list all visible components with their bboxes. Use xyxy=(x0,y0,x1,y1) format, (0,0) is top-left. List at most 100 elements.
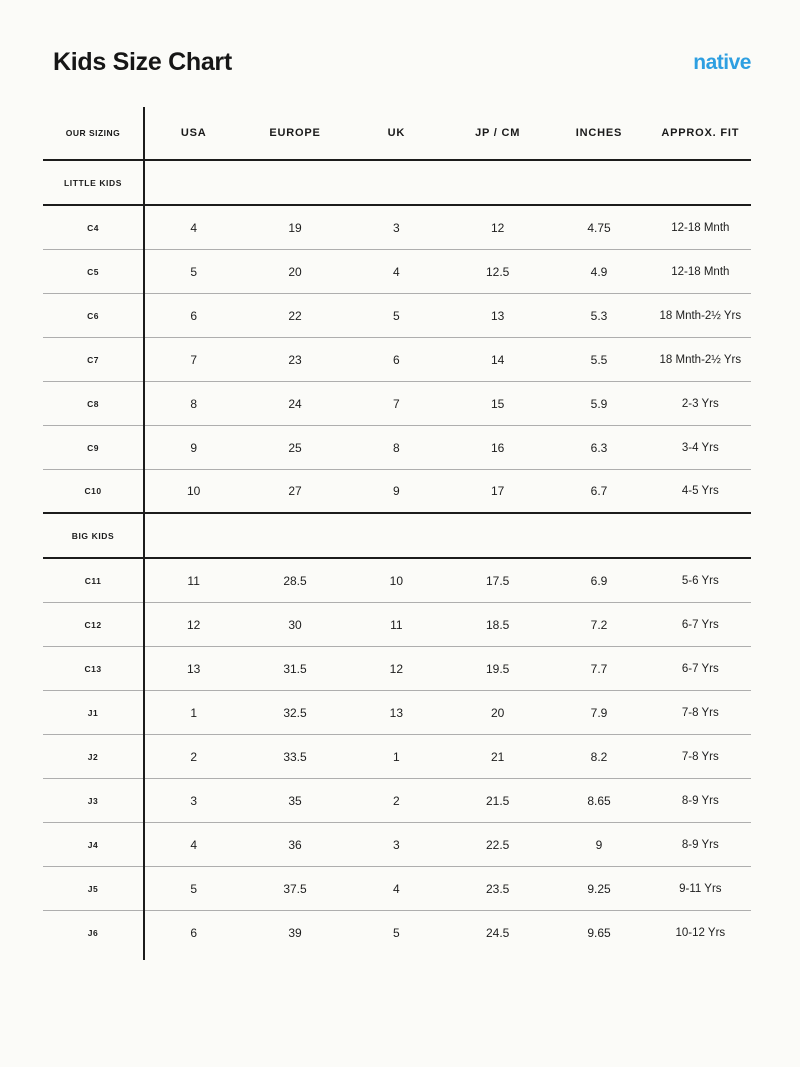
cell-usa: 7 xyxy=(190,352,197,367)
size-row-j3: J3 3 35 2 21.5 8.65 8-9 Yrs xyxy=(43,779,751,823)
table-vertical-rule xyxy=(143,107,145,960)
cell-jp-cm: 24.5 xyxy=(485,926,510,940)
row-size-label: J6 xyxy=(87,928,99,938)
cell-jp-cm: 18.5 xyxy=(485,617,510,632)
size-row-c8: C8 8 24 7 15 5.9 2-3 Yrs xyxy=(43,382,751,426)
size-chart-table: OUR SIZING USA EUROPE UK JP / CM INCHES … xyxy=(43,107,751,960)
cell-inches: 5.5 xyxy=(590,352,608,367)
cell-approx-fit: 8-9 Yrs xyxy=(681,794,719,807)
cell-jp-cm: 16 xyxy=(490,440,505,455)
cell-jp-cm: 19.5 xyxy=(485,661,510,676)
cell-europe: 39 xyxy=(288,926,302,940)
cell-approx-fit: 6-7 Yrs xyxy=(681,618,719,631)
cell-inches: 9 xyxy=(595,837,603,852)
cell-europe: 36 xyxy=(288,837,302,852)
cell-inches: 4.9 xyxy=(590,264,608,279)
cell-approx-fit: 6-7 Yrs xyxy=(681,662,719,675)
cell-inches: 5.9 xyxy=(590,396,608,411)
cell-jp-cm: 15 xyxy=(490,396,505,411)
cell-inches: 9.65 xyxy=(587,926,611,940)
cell-usa: 13 xyxy=(186,661,201,676)
cell-europe: 20 xyxy=(288,264,302,279)
size-row-c4: C4 4 19 3 12 4.75 12-18 Mnth xyxy=(43,206,751,250)
row-size-label: C5 xyxy=(87,266,99,277)
cell-usa: 1 xyxy=(190,705,197,720)
cell-europe: 35 xyxy=(288,793,302,808)
cell-europe: 28.5 xyxy=(283,573,307,588)
cell-europe: 31.5 xyxy=(283,661,307,676)
row-size-label: C4 xyxy=(87,222,99,233)
section-row-little-kids: LITTLE KIDS xyxy=(43,161,751,206)
cell-approx-fit: 7-8 Yrs xyxy=(681,750,719,763)
cell-approx-fit: 10-12 Yrs xyxy=(675,927,726,939)
cell-europe: 30 xyxy=(288,617,302,632)
row-size-label: C6 xyxy=(87,310,99,321)
cell-approx-fit: 18 Mnth-2½ Yrs xyxy=(659,309,742,322)
cell-jp-cm: 14 xyxy=(490,352,505,367)
row-size-label: J3 xyxy=(87,795,99,806)
column-header-uk: UK xyxy=(387,127,406,139)
cell-approx-fit: 12-18 Mnth xyxy=(671,265,730,278)
size-row-c6: C6 6 22 5 13 5.3 18 Mnth-2½ Yrs xyxy=(43,294,751,338)
cell-europe: 25 xyxy=(288,440,302,455)
cell-europe: 22 xyxy=(288,308,302,323)
section-row-big-kids: BIG KIDS xyxy=(43,514,751,559)
cell-uk: 1 xyxy=(392,749,400,764)
row-size-label: J4 xyxy=(87,839,99,850)
column-header-europe: EUROPE xyxy=(269,127,321,139)
cell-uk: 10 xyxy=(389,573,403,588)
cell-jp-cm: 22.5 xyxy=(485,837,510,852)
cell-jp-cm: 21.5 xyxy=(485,793,510,808)
cell-europe: 37.5 xyxy=(283,881,307,896)
cell-uk: 11 xyxy=(390,617,403,632)
cell-uk: 3 xyxy=(392,837,400,852)
section-label: BIG KIDS xyxy=(71,530,115,541)
size-row-c11: C11 11 28.5 10 17.5 6.9 5-6 Yrs xyxy=(43,559,751,603)
cell-usa: 4 xyxy=(190,220,197,235)
cell-europe: 24 xyxy=(288,396,302,411)
row-size-label: C7 xyxy=(87,354,99,365)
size-row-c10: C10 10 27 9 17 6.7 4-5 Yrs xyxy=(43,470,751,514)
cell-jp-cm: 17 xyxy=(490,484,505,498)
row-size-label: J2 xyxy=(87,751,99,762)
cell-uk: 5 xyxy=(392,926,400,940)
cell-uk: 8 xyxy=(392,440,400,455)
cell-approx-fit: 3-4 Yrs xyxy=(681,441,719,454)
cell-uk: 7 xyxy=(392,396,400,411)
cell-uk: 6 xyxy=(392,352,400,367)
row-size-label: C13 xyxy=(84,663,102,674)
row-size-label: C10 xyxy=(84,486,102,496)
cell-approx-fit: 2-3 Yrs xyxy=(681,397,719,410)
size-row-c5: C5 5 20 4 12.5 4.9 12-18 Mnth xyxy=(43,250,751,294)
cell-usa: 6 xyxy=(190,926,197,940)
cell-usa: 5 xyxy=(190,881,197,896)
size-row-c13: C13 13 31.5 12 19.5 7.7 6-7 Yrs xyxy=(43,647,751,691)
cell-approx-fit: 12-18 Mnth xyxy=(671,221,730,234)
cell-inches: 6.3 xyxy=(590,440,608,455)
cell-inches: 8.2 xyxy=(590,749,608,764)
cell-usa: 8 xyxy=(190,396,197,411)
cell-inches: 6.7 xyxy=(590,484,608,498)
cell-usa: 6 xyxy=(190,308,197,323)
cell-jp-cm: 12 xyxy=(490,220,505,235)
cell-inches: 7.2 xyxy=(590,617,608,632)
cell-inches: 8.65 xyxy=(587,793,611,808)
cell-usa: 4 xyxy=(190,837,197,852)
cell-usa: 12 xyxy=(186,617,201,632)
cell-jp-cm: 13 xyxy=(490,308,505,323)
size-row-j5: J5 5 37.5 4 23.5 9.25 9-11 Yrs xyxy=(43,867,751,911)
cell-usa: 3 xyxy=(190,793,197,808)
cell-uk: 5 xyxy=(392,308,400,323)
cell-jp-cm: 12.5 xyxy=(485,264,510,279)
column-header-inches: INCHES xyxy=(575,127,623,139)
cell-inches: 5.3 xyxy=(590,308,608,323)
cell-uk: 3 xyxy=(392,220,400,235)
column-header-jp-cm: JP / CM xyxy=(475,127,521,139)
cell-uk: 4 xyxy=(392,881,400,896)
size-row-j2: J2 2 33.5 1 21 8.2 7-8 Yrs xyxy=(43,735,751,779)
cell-europe: 33.5 xyxy=(283,749,307,764)
cell-usa: 10 xyxy=(186,484,201,498)
size-row-j4: J4 4 36 3 22.5 9 8-9 Yrs xyxy=(43,823,751,867)
row-size-label: C11 xyxy=(84,575,102,586)
